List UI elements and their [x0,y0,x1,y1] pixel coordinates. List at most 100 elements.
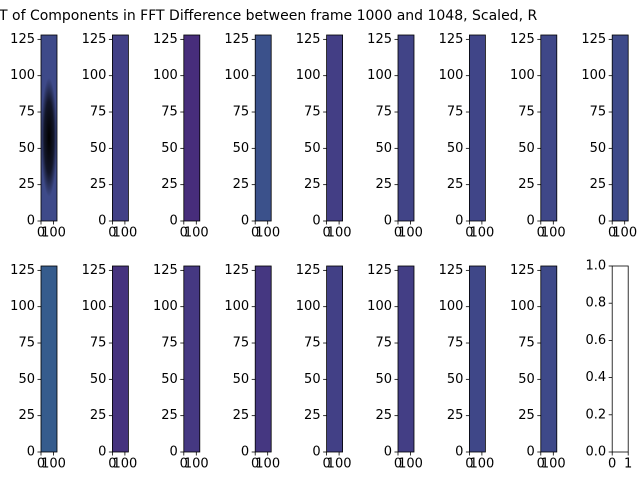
y-tick-label: 25 [18,177,35,192]
x-tick-label: 100 [184,457,209,472]
y-tick-label: 75 [304,105,321,120]
y-tick-label: 75 [304,336,321,351]
y-tick-label: 100 [224,299,249,314]
y-tick-label: 50 [18,372,35,387]
y-tick-label: 75 [375,105,392,120]
y-tick-label: 100 [296,299,321,314]
y-tick-label: 125 [510,263,535,278]
y-tick-label: 0 [384,445,392,460]
image [540,35,557,221]
y-tick-label: 50 [233,372,250,387]
y-tick-label: 25 [90,177,107,192]
y-tick-label: 75 [18,336,35,351]
axes-frame [40,265,58,453]
y-tick-label: 50 [375,372,392,387]
image [398,35,414,221]
axes-frame [183,34,201,222]
image [469,35,486,221]
image [183,266,200,452]
y-tick-label: 125 [153,263,178,278]
image [255,35,272,221]
x-tick-label: 0 [394,226,402,241]
x-tick-label: 0 [108,226,116,241]
axes-frame [326,34,344,222]
y-tick-label: 1.0 [586,259,607,274]
y-tick-label: 50 [18,141,35,156]
y-tick-label: 25 [375,408,392,423]
y-tick-label: 100 [82,299,107,314]
axes-frame [611,265,629,453]
y-tick-label: 50 [304,141,321,156]
axes-frame [112,34,129,222]
axes-frame [254,34,272,222]
y-tick-label: 25 [375,177,392,192]
y-tick-label: 125 [10,263,35,278]
y-tick-label: 25 [18,408,35,423]
figure-title: T of Components in FFT Difference betwee… [0,8,537,24]
y-tick-label: 50 [233,141,250,156]
x-tick-label: 0 [394,457,402,472]
y-tick-label: 75 [90,105,107,120]
x-tick-label: 0 [537,457,545,472]
y-tick-label: 75 [590,105,607,120]
x-tick-label: 100 [112,226,137,241]
y-tick-label: 50 [304,372,321,387]
x-tick-label: 0 [251,226,259,241]
y-tick-label: 125 [581,32,606,47]
y-tick-label: 25 [447,177,464,192]
y-tick-label: 100 [10,299,35,314]
x-tick-label: 0 [608,457,616,472]
y-tick-label: 125 [296,32,321,47]
y-tick-label: 125 [224,263,249,278]
axes-frame [183,265,201,453]
y-tick-label: 75 [161,105,178,120]
y-tick-label: 0 [27,445,35,460]
y-tick-label: 0 [598,214,606,229]
x-tick-label: 100 [541,226,566,241]
y-tick-label: 0 [312,445,320,460]
y-tick-label: 100 [581,68,606,83]
image-highlight [41,77,57,197]
y-tick-label: 125 [224,32,249,47]
y-tick-label: 100 [296,68,321,83]
y-tick-label: 125 [439,32,464,47]
y-tick-label: 75 [447,105,464,120]
axes-frame [254,265,272,453]
subplot: 0.0 0.2 0.4 0.6 0.8 1.0 0 1 [586,259,633,472]
y-tick-label: 75 [233,336,250,351]
y-tick-label: 50 [518,141,535,156]
y-tick-label: 100 [82,68,107,83]
y-tick-label: 25 [518,177,535,192]
axes-frame [468,34,486,222]
x-tick-label: 0 [180,226,188,241]
x-tick-label: 100 [255,226,280,241]
x-tick-label: 0 [465,226,473,241]
y-tick-label: 100 [439,299,464,314]
y-tick-label: 25 [161,408,178,423]
image [255,266,272,452]
y-tick-label: 50 [447,372,464,387]
y-tick-label: 50 [590,141,607,156]
y-tick-label: 25 [233,408,250,423]
x-tick-label: 100 [184,226,209,241]
y-tick-label: 75 [447,336,464,351]
y-tick-label: 75 [375,336,392,351]
y-tick-label: 0 [27,214,35,229]
image [41,266,57,452]
x-tick-label: 100 [469,457,494,472]
y-tick-label: 100 [153,299,178,314]
image [326,266,343,452]
y-tick-label: 25 [304,408,321,423]
x-tick-label: 100 [612,226,637,241]
y-tick-label: 75 [90,336,107,351]
image [112,266,129,452]
y-tick-label: 75 [161,336,178,351]
